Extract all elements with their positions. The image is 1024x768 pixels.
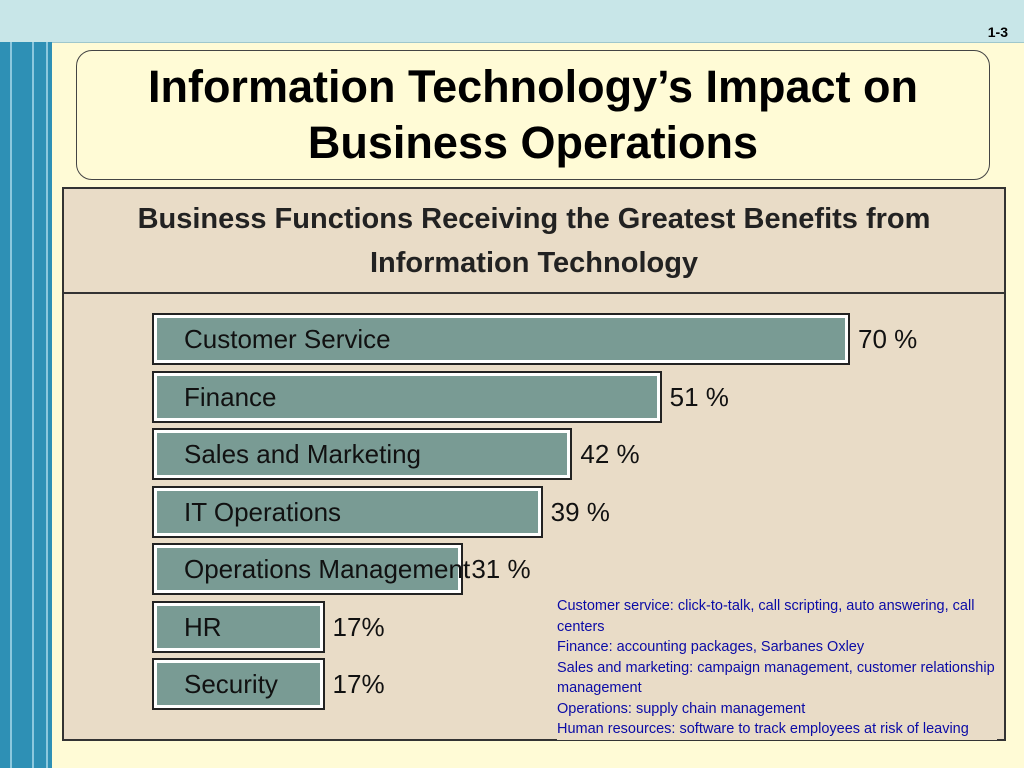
bar-category-label: Operations Management [184, 554, 471, 584]
bar [151, 543, 464, 595]
bar [152, 600, 325, 653]
chart-figure: Business Functions Receiving the Greates… [62, 187, 1006, 741]
left-band-stripe [10, 42, 12, 768]
bar-category-label: Customer Service [184, 324, 391, 354]
note-line: Operations: supply chain management [557, 700, 806, 717]
bar [152, 370, 662, 423]
note-line: Customer service: click-to-talk, call sc… [557, 598, 975, 635]
bar-category-label: IT Operations [184, 496, 342, 527]
bar-value-label: 51 % [669, 381, 729, 412]
bar-category-label: Sales and Marketing [184, 439, 422, 469]
note-line: Finance: accounting packages, Sarbanes O… [557, 639, 865, 655]
bar [152, 485, 543, 538]
chart-title: Business Functions Receiving the Greates… [137, 202, 931, 279]
bar-value-label: 31 % [471, 554, 531, 584]
figure-header: Business Functions Receiving the Greates… [64, 189, 1004, 294]
note-line: Human resources: software to track emplo… [557, 721, 969, 737]
bar-value-label: 17% [332, 611, 385, 642]
top-band [0, 0, 1024, 43]
bar-value-label: 70 % [858, 324, 918, 354]
bar [152, 658, 325, 710]
bar-value-label: 39 % [550, 496, 610, 527]
left-band-stripe [32, 42, 34, 768]
bar-category-label: HR [184, 611, 222, 642]
slide-number: 1-3 [987, 24, 1008, 40]
bar-value-label: 42 % [580, 439, 640, 469]
note-line: Sales and marketing: campaign management… [557, 659, 995, 697]
bar-category-label: Security [184, 669, 278, 699]
left-band [0, 42, 52, 768]
slide-title: Information Technology’s Impact on Busin… [147, 61, 919, 168]
bar-category-label: Finance [184, 381, 277, 412]
title-box: Information Technology’s Impact on Busin… [76, 50, 990, 180]
bar [151, 428, 573, 480]
left-band-stripe [46, 42, 48, 768]
bar [152, 313, 850, 365]
bar-value-label: 17% [332, 669, 385, 699]
notes-box: Customer service: click-to-talk, call sc… [557, 596, 997, 740]
